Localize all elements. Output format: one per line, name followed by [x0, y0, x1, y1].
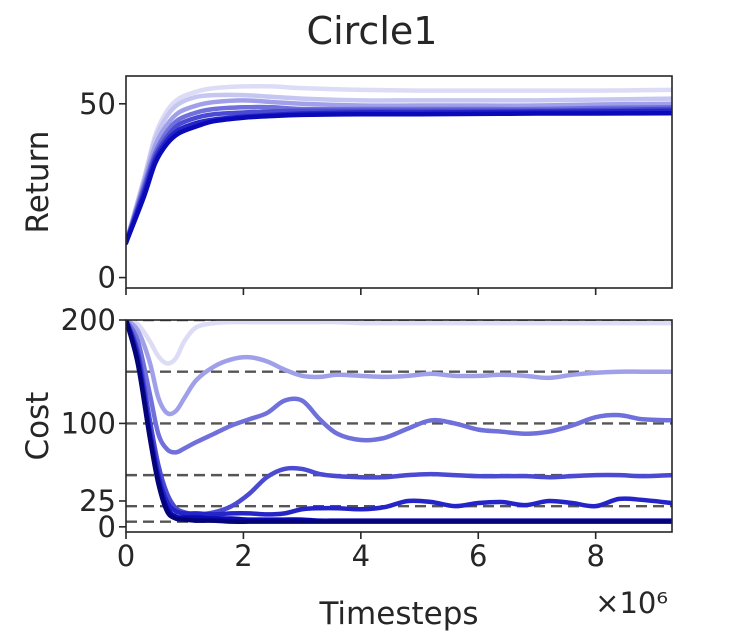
return-series-line-3 — [126, 98, 672, 246]
cost-panel: 025 100 200 0 2 4 6 8 Cost Timesteps ×10⁶ — [20, 303, 673, 632]
cost-y-tick-label: 0 — [98, 510, 116, 544]
cost-series-line-2 — [126, 320, 672, 417]
return-y-axis-label: Return — [20, 131, 56, 234]
cost-y-axis-label: Cost — [20, 392, 56, 461]
x-tick-label: 2 — [234, 539, 252, 573]
return-y-tick-label: 50 — [79, 87, 116, 121]
cost-series-line-4 — [126, 320, 672, 517]
cost-series-line-1 — [126, 320, 672, 366]
chart-title: Circle1 — [307, 9, 438, 53]
cost-y-tick-label: 25 — [79, 484, 116, 518]
return-series-group — [126, 83, 672, 246]
cost-series-group — [126, 320, 672, 524]
return-axes-frame — [125, 75, 673, 289]
cost-series-line-5 — [126, 320, 672, 517]
return-y-tick-label: 0 — [98, 261, 116, 295]
cost-y-tick-label: 200 — [61, 303, 116, 337]
cost-series-line-3 — [126, 320, 672, 455]
return-series-line-4 — [126, 104, 672, 246]
x-tick-label: 6 — [469, 539, 487, 573]
return-series-line-5 — [126, 106, 672, 246]
return-panel: 0 50 Return — [20, 75, 673, 295]
return-ticks: 0 50 — [79, 87, 597, 295]
return-series-line-7 — [126, 110, 672, 246]
return-series-line-6 — [126, 108, 672, 246]
cost-axes-frame — [125, 319, 673, 533]
cost-y-tick-label: 100 — [61, 406, 116, 440]
cost-series-line-7 — [126, 320, 672, 524]
x-tick-label: 8 — [586, 539, 604, 573]
x-axis-label: Timesteps — [318, 596, 478, 632]
return-series-line-2 — [126, 92, 672, 246]
cost-ticks: 025 100 200 0 2 4 6 8 — [61, 303, 605, 573]
x-tick-label: 4 — [352, 539, 370, 573]
x-axis-scale-factor: ×10⁶ — [595, 586, 668, 620]
x-tick-label: 0 — [117, 539, 135, 573]
